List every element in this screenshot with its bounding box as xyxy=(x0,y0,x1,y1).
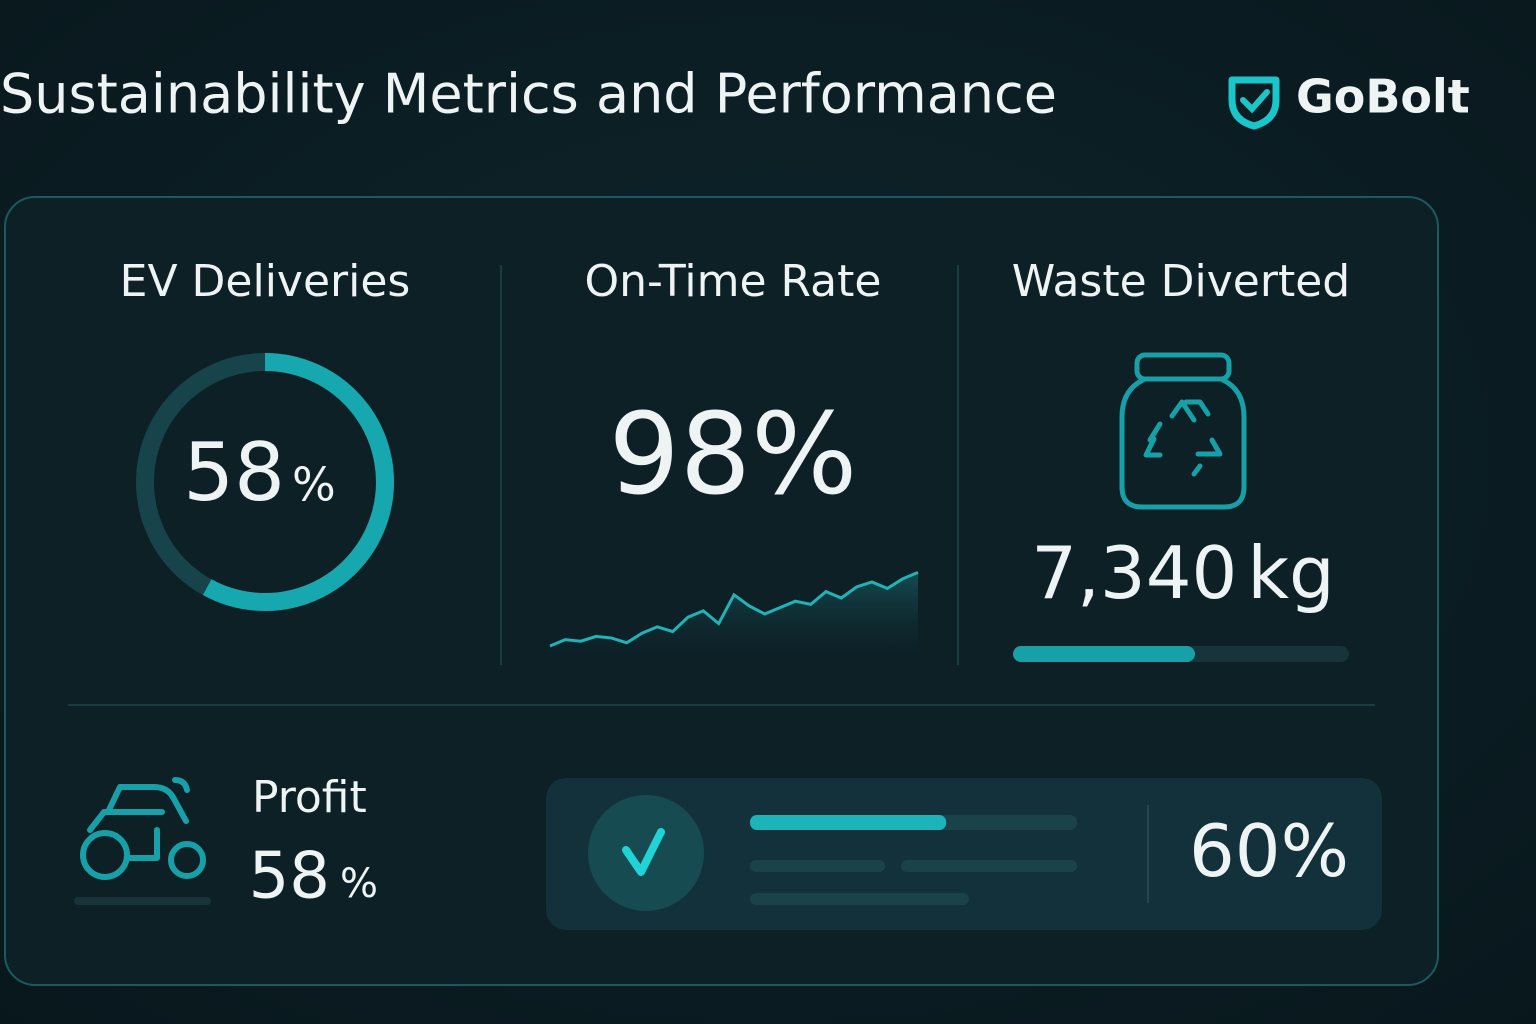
check-icon xyxy=(622,828,665,876)
metric-value-group: 98% xyxy=(609,390,858,520)
metric-value: 98 xyxy=(609,390,752,520)
metric-value: 58 xyxy=(249,840,330,914)
progress-fill xyxy=(1013,646,1195,662)
check-badge xyxy=(588,795,704,911)
metric-value: 7,340 xyxy=(1031,531,1237,615)
metric-value: 58 xyxy=(183,426,285,519)
page-title: Sustainability Metrics and Performance xyxy=(0,63,1057,126)
metric-value-group: 60% xyxy=(1189,809,1349,893)
metric-label: Waste Diverted xyxy=(1012,256,1350,307)
placeholder-line xyxy=(750,860,885,872)
ring-progress xyxy=(202,353,394,611)
metric-label: EV Deliveries xyxy=(120,256,411,307)
placeholder-line xyxy=(750,893,969,905)
brand-logo: GoBolt xyxy=(1228,70,1470,130)
metric-unit: % xyxy=(340,861,378,907)
metric-label: On-Time Rate xyxy=(585,256,882,307)
metric-unit: % xyxy=(292,458,336,512)
metric-unit: % xyxy=(751,390,857,520)
vehicle-icon xyxy=(80,777,206,880)
sparkline-area xyxy=(550,572,918,668)
sparkline xyxy=(549,571,919,648)
placeholder-line xyxy=(901,860,1077,872)
metric-label: Profit xyxy=(252,772,367,823)
brand-name: GoBolt xyxy=(1296,70,1470,124)
progress-fill xyxy=(750,815,947,830)
metric-unit: kg xyxy=(1247,531,1334,615)
metric-value-group: 7,340 kg xyxy=(1031,531,1335,615)
metric-value: 60 xyxy=(1189,809,1281,893)
recycle-jar-icon xyxy=(1119,352,1247,510)
metric-unit: % xyxy=(1281,809,1349,893)
